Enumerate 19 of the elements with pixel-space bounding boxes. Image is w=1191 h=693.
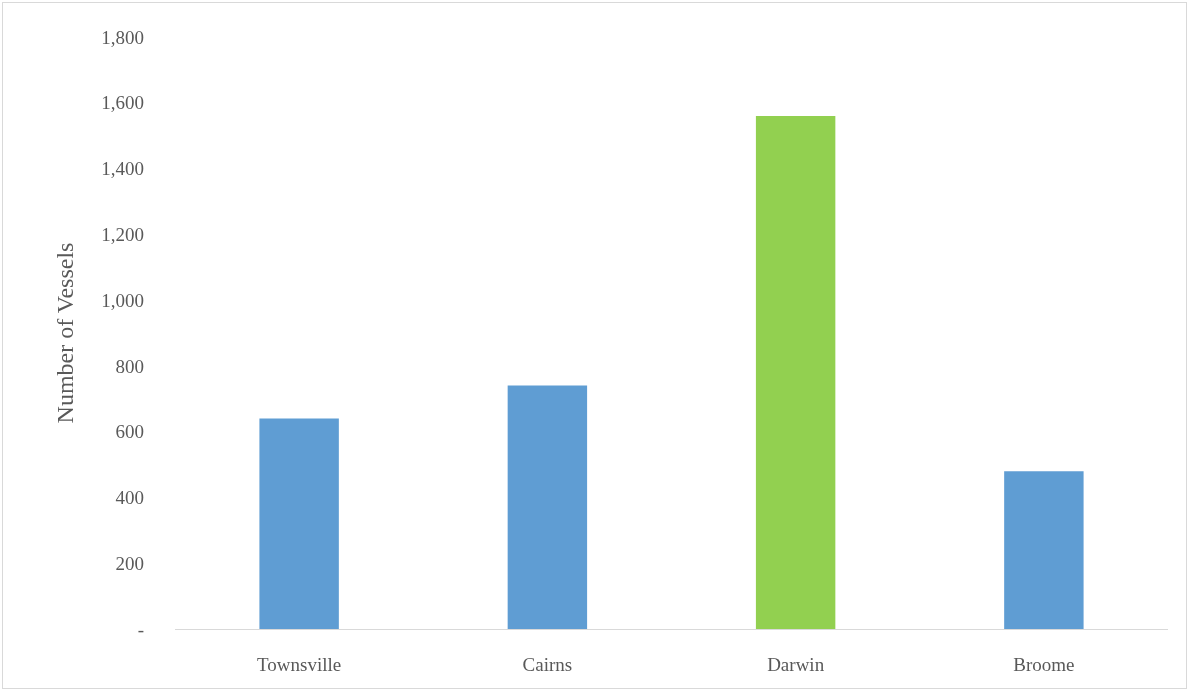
bar	[507, 385, 588, 629]
y-tick-label: 1,800	[101, 26, 144, 48]
y-tick-label: 1,600	[101, 92, 144, 114]
y-tick-label: -	[137, 618, 144, 640]
y-tick-label: 800	[115, 355, 144, 377]
y-tick-label: 1,400	[101, 158, 144, 180]
bar	[1004, 471, 1084, 629]
bar	[259, 418, 339, 629]
x-tick-label: Cairns	[522, 653, 573, 675]
x-tick-label: Broome	[1013, 653, 1075, 675]
y-tick-label: 1,200	[101, 223, 144, 245]
bar	[755, 115, 836, 629]
y-axis-title: Number of Vessels	[52, 242, 79, 424]
y-tick-label: 200	[115, 552, 144, 574]
y-tick-label: 1,000	[101, 289, 144, 311]
x-tick-label: Darwin	[767, 653, 825, 675]
x-tick-label: Townsville	[257, 653, 342, 675]
y-tick-label: 600	[115, 421, 144, 443]
y-tick-label: 400	[115, 487, 144, 509]
